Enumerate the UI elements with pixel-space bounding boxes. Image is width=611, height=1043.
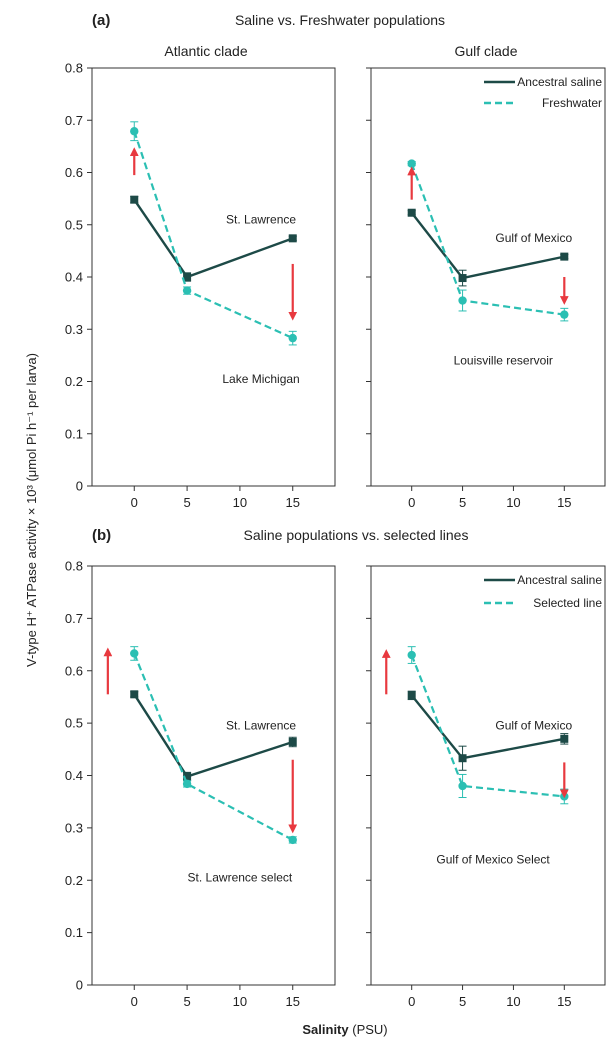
y-tick-label: 0.1 bbox=[65, 925, 83, 940]
y-tick-label: 0 bbox=[76, 978, 83, 993]
y-tick-label: 0.6 bbox=[65, 165, 83, 180]
y-tick-label: 0.8 bbox=[65, 559, 83, 574]
x-tick-label: 5 bbox=[459, 495, 466, 510]
data-point-ancestral bbox=[130, 690, 139, 699]
data-point-treatment bbox=[182, 779, 192, 789]
plot-frame bbox=[91, 67, 336, 487]
series-line-ancestral bbox=[133, 198, 294, 279]
panel-a-gulf: 0 5 10 15 Gulf of Mexico Louisville reservoir… bbox=[366, 67, 606, 510]
clade-right-title: Gulf clade bbox=[454, 43, 517, 59]
series-line-treatment bbox=[133, 653, 294, 841]
legend-label: Selected line bbox=[533, 596, 602, 610]
x-tick-label: 0 bbox=[131, 495, 138, 510]
population-label: Lake Michigan bbox=[222, 372, 299, 386]
y-tick-label: 0 bbox=[76, 479, 83, 494]
data-point-ancestral bbox=[560, 252, 569, 261]
row-a-title: Saline vs. Freshwater populations bbox=[235, 12, 445, 28]
data-point-ancestral bbox=[407, 691, 416, 700]
population-label: St. Lawrence bbox=[226, 213, 296, 227]
data-point-treatment bbox=[458, 781, 467, 791]
x-tick-label: 5 bbox=[183, 495, 190, 510]
x-tick-label: 5 bbox=[183, 994, 190, 1009]
data-point-ancestral bbox=[183, 273, 192, 281]
y-tick-label: 0.2 bbox=[65, 374, 83, 389]
row-b-letter: (b) bbox=[92, 527, 111, 544]
y-axis-title: V-type H⁺ ATPase activity × 10³ (μmol Pi… bbox=[24, 353, 39, 667]
x-tick-label: 10 bbox=[233, 994, 247, 1009]
data-point-treatment bbox=[182, 286, 192, 295]
x-axis-title-bold: Salinity bbox=[302, 1022, 349, 1037]
legend-label: Freshwater bbox=[542, 96, 602, 110]
population-label: Gulf of Mexico bbox=[495, 719, 572, 733]
data-point-treatment bbox=[458, 296, 467, 305]
population-label: St. Lawrence bbox=[226, 719, 296, 733]
x-tick-label: 15 bbox=[557, 495, 571, 510]
plot-frame bbox=[91, 565, 336, 986]
y-tick-label: 0.3 bbox=[65, 820, 83, 835]
data-point-ancestral bbox=[458, 754, 467, 763]
x-tick-label: 10 bbox=[233, 495, 247, 510]
plot-frame bbox=[370, 565, 606, 986]
row-a-letter: (a) bbox=[92, 12, 110, 29]
y-tick-label: 0.7 bbox=[65, 611, 83, 626]
y-tick-label: 0.6 bbox=[65, 663, 83, 678]
series-line-ancestral bbox=[410, 211, 565, 280]
y-tick-label: 0.7 bbox=[65, 113, 83, 128]
data-point-ancestral bbox=[130, 195, 139, 204]
data-point-ancestral bbox=[407, 208, 416, 217]
y-tick-label: 0.2 bbox=[65, 873, 83, 888]
data-point-treatment bbox=[407, 159, 416, 168]
population-label: Louisville reservoir bbox=[454, 354, 553, 368]
data-point-treatment bbox=[407, 650, 416, 660]
data-point-ancestral bbox=[288, 234, 297, 243]
series-line-treatment bbox=[410, 654, 565, 798]
x-tick-label: 15 bbox=[557, 994, 571, 1009]
panel-b-atlantic: 0 5 10 15 0 0.1 0.2 0.3 0.4 0.5 0.6 0.7 0.8 St. Lawre… bbox=[65, 559, 336, 1009]
data-point-ancestral bbox=[288, 737, 297, 746]
x-tick-label: 15 bbox=[286, 994, 300, 1009]
x-tick-label: 0 bbox=[408, 994, 415, 1009]
x-tick-label: 0 bbox=[131, 994, 138, 1009]
data-point-ancestral bbox=[183, 772, 192, 781]
x-tick-label: 15 bbox=[286, 495, 300, 510]
y-tick-label: 0.4 bbox=[65, 768, 83, 783]
legend-label: Ancestral saline bbox=[517, 573, 602, 587]
y-tick-label: 0.4 bbox=[65, 270, 83, 285]
panel-b-gulf: 0 5 10 15 Gulf of Mexico Gulf of Mexico Selec… bbox=[366, 565, 606, 1009]
data-point-ancestral bbox=[458, 274, 467, 283]
legend-label: Ancestral saline bbox=[517, 75, 602, 89]
data-point-ancestral bbox=[560, 734, 569, 743]
data-point-treatment bbox=[288, 333, 297, 343]
x-tick-label: 5 bbox=[459, 994, 466, 1009]
y-tick-label: 0.3 bbox=[65, 322, 83, 337]
x-tick-label: 10 bbox=[506, 495, 520, 510]
y-tick-label: 0.5 bbox=[65, 716, 83, 731]
series-line-ancestral bbox=[133, 693, 294, 778]
plot-frame bbox=[370, 67, 606, 487]
population-label: St. Lawrence select bbox=[188, 871, 293, 885]
data-point-treatment bbox=[288, 835, 297, 845]
y-tick-label: 0.8 bbox=[65, 61, 83, 76]
x-axis-title-unit: (PSU) bbox=[349, 1022, 388, 1037]
data-point-treatment bbox=[130, 649, 139, 658]
x-axis-title: Salinity (PSU) bbox=[302, 1022, 387, 1037]
y-tick-label: 0.5 bbox=[65, 217, 83, 232]
x-tick-label: 0 bbox=[408, 495, 415, 510]
row-b-title: Saline populations vs. selected lines bbox=[244, 527, 469, 543]
panel-a-atlantic: 0 5 10 15 0 0.1 0.2 0.3 0.4 0.5 0.6 0.7 0.8 St. Lawre… bbox=[65, 61, 336, 510]
x-tick-label: 10 bbox=[506, 994, 520, 1009]
clade-left-title: Atlantic clade bbox=[164, 43, 247, 59]
population-label: Gulf of Mexico Select bbox=[436, 852, 550, 866]
data-point-treatment bbox=[130, 127, 139, 136]
y-tick-label: 0.1 bbox=[65, 426, 83, 441]
data-point-treatment bbox=[560, 310, 569, 319]
population-label: Gulf of Mexico bbox=[495, 231, 572, 245]
